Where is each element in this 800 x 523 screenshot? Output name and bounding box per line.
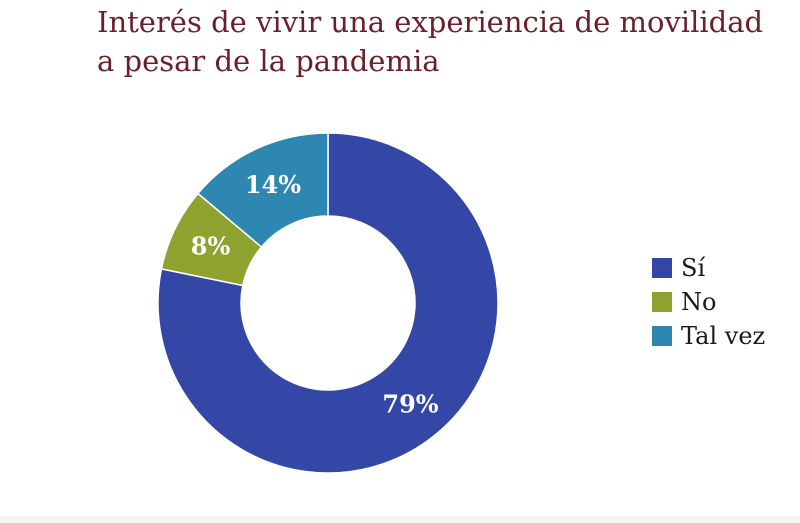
legend-swatch-si (652, 258, 672, 278)
slice-tal-vez (196, 132, 329, 249)
slice-si (157, 132, 499, 474)
legend-label-si: Sí (681, 254, 705, 282)
bottom-strip (0, 516, 800, 523)
legend-label-tal-vez: Tal vez (681, 322, 765, 350)
chart-title: Interés de vivir una experiencia de movi… (97, 5, 764, 78)
data-label-no: 8% (191, 232, 231, 261)
legend-swatch-tal-vez (652, 326, 672, 346)
legend-label-no: No (681, 288, 716, 316)
data-label-si: 79% (382, 390, 438, 419)
data-label-tal-vez: 14% (245, 170, 301, 199)
legend-swatch-no (652, 292, 672, 312)
